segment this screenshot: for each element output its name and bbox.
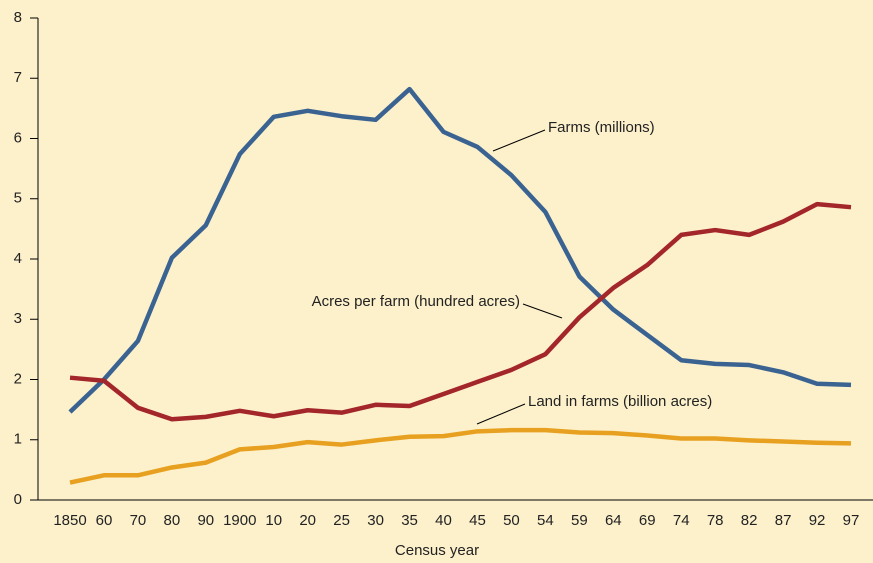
series-line xyxy=(68,86,852,414)
x-tick-label: 87 xyxy=(775,512,792,529)
x-tick-label: 80 xyxy=(164,512,181,529)
x-tick-label: 78 xyxy=(707,512,724,529)
series-line xyxy=(69,427,852,485)
y-tick-label: 5 xyxy=(14,190,22,207)
x-tick-label: 25 xyxy=(333,512,350,529)
x-tick-label: 45 xyxy=(469,512,486,529)
x-tick-label: 35 xyxy=(401,512,418,529)
y-tick-label: 1 xyxy=(14,431,22,448)
x-tick-label: 59 xyxy=(571,512,588,529)
x-tick-label: 20 xyxy=(299,512,316,529)
y-tick-label: 2 xyxy=(14,370,22,387)
x-tick-label: 97 xyxy=(843,512,860,529)
x-tick-label: 74 xyxy=(673,512,690,529)
annotation-leader xyxy=(522,303,563,319)
x-tick-label: 70 xyxy=(130,512,147,529)
x-tick-label: 60 xyxy=(96,512,113,529)
y-tick-label: 8 xyxy=(14,9,22,26)
x-tick-label: 1900 xyxy=(223,512,256,529)
x-tick-label: 54 xyxy=(537,512,554,529)
series-label: Land in farms (billion acres) xyxy=(528,393,712,410)
x-tick-label: 10 xyxy=(265,512,282,529)
y-tick-label: 6 xyxy=(14,129,22,146)
x-tick-label: 30 xyxy=(367,512,384,529)
x-tick-label: 40 xyxy=(435,512,452,529)
x-tick-label: 90 xyxy=(197,512,214,529)
annotation-leader xyxy=(492,129,546,152)
y-tick-label: 3 xyxy=(14,310,22,327)
x-axis-label: Census year xyxy=(395,542,479,559)
x-tick-label: 50 xyxy=(503,512,520,529)
series-line xyxy=(69,201,852,422)
y-tick-label: 4 xyxy=(14,250,22,267)
x-tick-label: 1850 xyxy=(53,512,86,529)
series-label: Acres per farm (hundred acres) xyxy=(312,293,520,310)
y-tick-label: 0 xyxy=(14,491,22,508)
annotation-leader xyxy=(476,403,526,425)
x-tick-label: 69 xyxy=(639,512,656,529)
x-tick-label: 64 xyxy=(605,512,622,529)
x-tick-label: 92 xyxy=(809,512,826,529)
y-tick-label: 7 xyxy=(14,69,22,86)
x-tick-label: 82 xyxy=(741,512,758,529)
series-label: Farms (millions) xyxy=(548,119,655,136)
